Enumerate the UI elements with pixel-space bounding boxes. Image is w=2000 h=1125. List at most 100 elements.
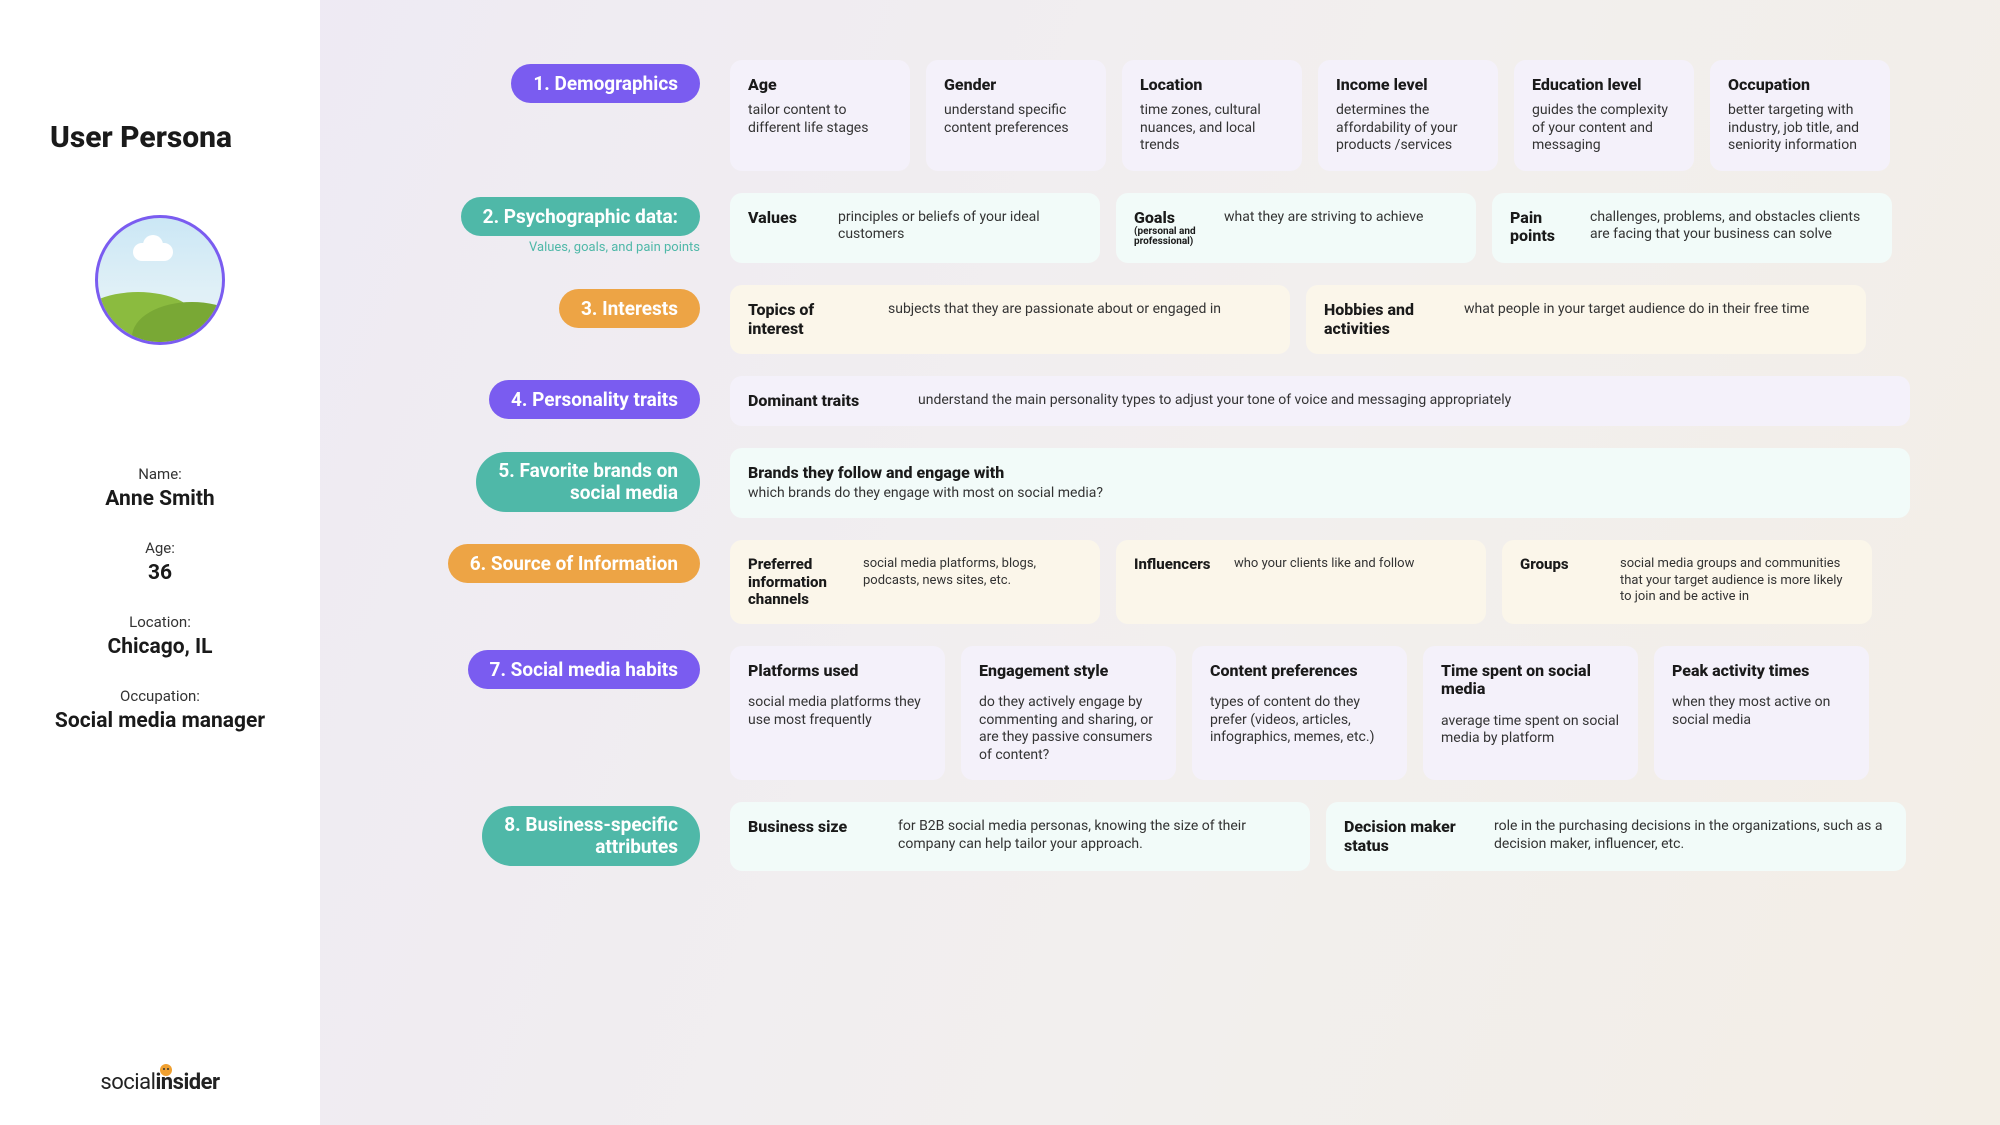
profile-label: Name:: [55, 465, 265, 483]
section-pill: 4. Personality traits: [489, 380, 700, 419]
section-pill: 5. Favorite brands onsocial media: [476, 452, 700, 512]
profile-field: Location: Chicago, IL: [55, 613, 265, 659]
brand-logo: socialinsider: [100, 1070, 219, 1095]
card-desc: when they most active on social media: [1672, 694, 1851, 729]
card-title: Location: [1140, 76, 1284, 94]
card-title: Income level: [1336, 76, 1480, 94]
info-card: Groups social media groups and communitie…: [1502, 540, 1872, 624]
cards-personality: Dominant traits understand the main perso…: [730, 376, 1930, 426]
card-title: Peak activity times: [1672, 662, 1851, 680]
card-title: Values: [748, 209, 818, 227]
card-desc: understand the main personality types to…: [918, 392, 1511, 410]
info-card: Gender understand specific content prefer…: [926, 60, 1106, 171]
card-title: Business size: [748, 818, 878, 836]
card-title: Preferred information channels: [748, 556, 843, 608]
cards-habits: Platforms used social media platforms the…: [730, 646, 1930, 780]
section-psychographic: 2. Psychographic data: Values, goals, an…: [420, 193, 1930, 263]
card-title: Occupation: [1728, 76, 1872, 94]
info-card: Agetailor content to different life stag…: [730, 60, 910, 171]
info-card: Content preferences types of content do t…: [1192, 646, 1407, 780]
card-title: Education level: [1532, 76, 1676, 94]
card-title: Time spent on social media: [1441, 662, 1620, 699]
section-subtitle: Values, goals, and pain points: [529, 240, 700, 255]
card-title: Pain points: [1510, 209, 1570, 246]
info-card: Income level determines the affordability…: [1318, 60, 1498, 171]
profile-field: Name:Anne Smith: [55, 465, 265, 511]
cards-brands: Brands they follow and engage withwhich …: [730, 448, 1930, 518]
info-card: Platforms used social media platforms the…: [730, 646, 945, 780]
info-card: Topics of interest subjects that they are…: [730, 285, 1290, 354]
card-desc: do they actively engage by commenting an…: [979, 694, 1158, 764]
card-title: Topics of interest: [748, 301, 868, 338]
card-title: Influencers: [1134, 556, 1214, 573]
profile-value: Chicago, IL: [55, 635, 265, 659]
card-desc: social media platforms they use most fre…: [748, 694, 927, 729]
cards-interests: Topics of interest subjects that they are…: [730, 285, 1930, 354]
card-desc: challenges, problems, and obstacles clie…: [1590, 209, 1874, 244]
card-desc: what people in your target audience do i…: [1464, 301, 1809, 319]
info-card: Education level guides the complexity of …: [1514, 60, 1694, 171]
card-title: Content preferences: [1210, 662, 1389, 680]
card-desc: guides the complexity of your content an…: [1532, 102, 1676, 155]
card-title: Engagement style: [979, 662, 1158, 680]
section-personality: 4. Personality traits Dominant traits und…: [420, 376, 1930, 426]
card-desc: determines the affordability of your pro…: [1336, 102, 1480, 155]
main-content: 1. Demographics Agetailor content to dif…: [320, 0, 2000, 1125]
section-habits: 7. Social media habits Platforms used soc…: [420, 646, 1930, 780]
section-pill: 7. Social media habits: [468, 650, 700, 689]
card-title: Goals: [1134, 209, 1204, 227]
profile-field: Age:36: [55, 539, 265, 585]
profile-field: Occupation: Social media manager: [55, 687, 265, 733]
card-title: Groups: [1520, 556, 1600, 573]
card-desc: what they are striving to achieve: [1224, 209, 1423, 227]
section-pill: 8. Business-specificattributes: [482, 806, 700, 866]
info-card: Pain points challenges, problems, and obs…: [1492, 193, 1892, 263]
profile-label: Location:: [55, 613, 265, 631]
info-card: Time spent on social mediaaverage time s…: [1423, 646, 1638, 780]
card-title: Gender: [944, 76, 1088, 94]
sidebar: User Persona Name:Anne Smith Age:36 Locati…: [0, 0, 320, 1125]
info-card: Dominant traits understand the main perso…: [730, 376, 1910, 426]
card-desc: understand specific content preferences: [944, 102, 1088, 137]
card-title: Dominant traits: [748, 392, 898, 410]
card-desc: better targeting with industry, job titl…: [1728, 102, 1872, 155]
avatar: [95, 215, 225, 345]
info-card: Preferred information channels social med…: [730, 540, 1100, 624]
card-subtitle: (personal and professional): [1134, 227, 1204, 247]
card-desc: principles or beliefs of your ideal cust…: [838, 209, 1082, 244]
section-interests: 3. Interests Topics of interest subjects …: [420, 285, 1930, 354]
info-card: Engagement style do they actively engage …: [961, 646, 1176, 780]
card-desc: who your clients like and follow: [1234, 556, 1414, 572]
profile-label: Occupation:: [55, 687, 265, 705]
card-title: Platforms used: [748, 662, 927, 680]
card-title: Decision maker status: [1344, 818, 1474, 855]
cards-psychographic: Values principles or beliefs of your idea…: [730, 193, 1930, 263]
profile-value: 36: [55, 561, 265, 585]
profile-fields: Name:Anne Smith Age:36 Location: Chicago, I…: [55, 465, 265, 761]
section-business: 8. Business-specificattributes Business …: [420, 802, 1930, 871]
section-source: 6. Source of Information Preferred infor…: [420, 540, 1930, 624]
info-card: Decision maker status role in the purchas…: [1326, 802, 1906, 871]
card-desc: social media platforms, blogs, podcasts,…: [863, 556, 1082, 589]
section-pill: 2. Psychographic data:: [461, 197, 700, 236]
profile-value: Social media manager: [55, 709, 265, 733]
section-brands: 5. Favorite brands onsocial media Brands…: [420, 448, 1930, 518]
card-desc: subjects that they are passionate about …: [888, 301, 1221, 319]
info-card: Values principles or beliefs of your idea…: [730, 193, 1100, 263]
section-pill: 3. Interests: [559, 289, 700, 328]
cards-source: Preferred information channels social med…: [730, 540, 1930, 624]
card-title: Hobbies and activities: [1324, 301, 1444, 338]
card-title: Age: [748, 76, 892, 94]
section-pill: 6. Source of Information: [448, 544, 700, 583]
card-desc: social media groups and communities that…: [1620, 556, 1854, 605]
info-card: Peak activity times when they most active…: [1654, 646, 1869, 780]
card-desc: for B2B social media personas, knowing t…: [898, 818, 1292, 853]
section-demographics: 1. Demographics Agetailor content to dif…: [420, 60, 1930, 171]
cards-business: Business size for B2B social media person…: [730, 802, 1930, 871]
page-title: User Persona: [50, 120, 232, 155]
card-desc: types of content do they prefer (videos,…: [1210, 694, 1389, 747]
info-card: Hobbies and activities what people in you…: [1306, 285, 1866, 354]
card-title: Brands they follow and engage with: [748, 464, 1892, 482]
cards-demographics: Agetailor content to different life stag…: [730, 60, 1930, 171]
card-desc: role in the purchasing decisions in the …: [1494, 818, 1888, 853]
